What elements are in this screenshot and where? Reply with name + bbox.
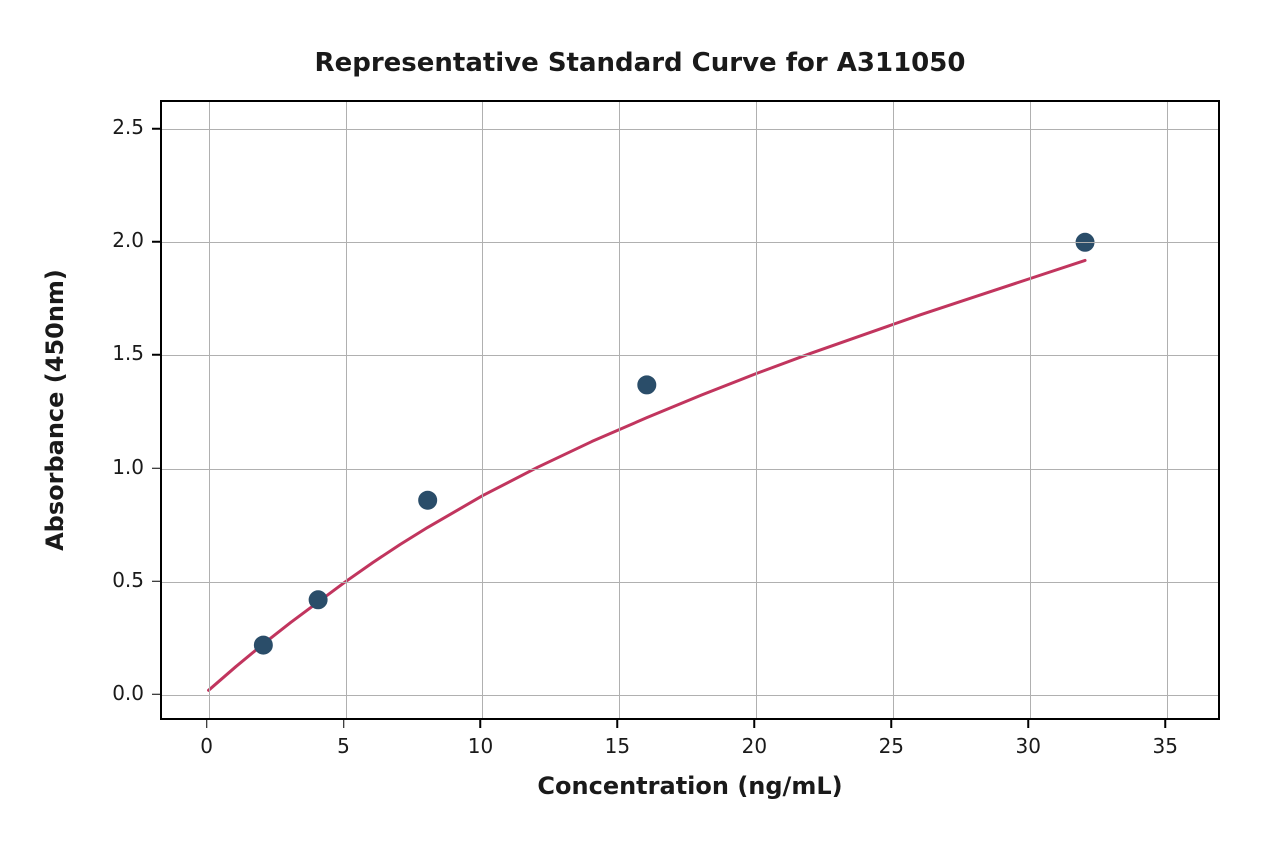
data-point <box>254 636 272 654</box>
y-tick-label: 1.0 <box>112 455 144 479</box>
x-tick-mark <box>891 720 893 728</box>
data-point <box>419 491 437 509</box>
grid-line-horizontal <box>162 242 1218 243</box>
x-tick-label: 20 <box>742 734 767 758</box>
x-axis-label: Concentration (ng/mL) <box>160 772 1220 800</box>
grid-line-vertical <box>1167 102 1168 718</box>
grid-line-vertical <box>1030 102 1031 718</box>
fit-curve <box>209 260 1085 690</box>
y-tick-mark <box>152 354 160 356</box>
data-point <box>638 376 656 394</box>
x-tick-label: 15 <box>605 734 630 758</box>
grid-line-vertical <box>346 102 347 718</box>
grid-line-vertical <box>209 102 210 718</box>
y-tick-mark <box>152 241 160 243</box>
y-tick-mark <box>152 128 160 130</box>
x-tick-mark <box>1028 720 1030 728</box>
x-tick-label: 35 <box>1152 734 1177 758</box>
plot-area <box>160 100 1220 720</box>
plot-svg <box>162 102 1222 722</box>
grid-line-horizontal <box>162 695 1218 696</box>
x-tick-mark <box>480 720 482 728</box>
x-tick-mark <box>343 720 345 728</box>
data-point <box>309 591 327 609</box>
grid-line-vertical <box>619 102 620 718</box>
y-tick-label: 2.5 <box>112 115 144 139</box>
grid-line-vertical <box>482 102 483 718</box>
y-tick-mark <box>152 580 160 582</box>
grid-line-horizontal <box>162 469 1218 470</box>
x-tick-mark <box>206 720 208 728</box>
y-tick-label: 1.5 <box>112 341 144 365</box>
chart-title: Representative Standard Curve for A31105… <box>0 48 1280 78</box>
grid-line-vertical <box>893 102 894 718</box>
x-tick-label: 10 <box>468 734 493 758</box>
grid-line-horizontal <box>162 129 1218 130</box>
x-tick-mark <box>754 720 756 728</box>
x-tick-label: 30 <box>1016 734 1041 758</box>
x-tick-mark <box>1164 720 1166 728</box>
grid-line-vertical <box>756 102 757 718</box>
grid-line-horizontal <box>162 582 1218 583</box>
y-tick-label: 2.0 <box>112 228 144 252</box>
grid-line-horizontal <box>162 355 1218 356</box>
y-tick-label: 0.5 <box>112 568 144 592</box>
x-tick-mark <box>617 720 619 728</box>
y-tick-label: 0.0 <box>112 681 144 705</box>
y-axis-label: Absorbance (450nm) <box>41 269 69 551</box>
x-tick-label: 5 <box>337 734 350 758</box>
x-tick-label: 0 <box>200 734 213 758</box>
x-tick-label: 25 <box>879 734 904 758</box>
chart-container: Representative Standard Curve for A31105… <box>0 0 1280 845</box>
y-tick-mark <box>152 694 160 696</box>
y-tick-mark <box>152 467 160 469</box>
